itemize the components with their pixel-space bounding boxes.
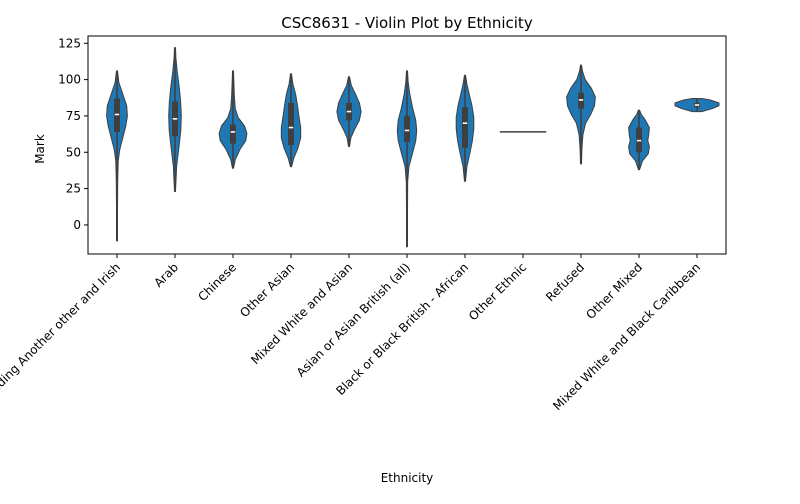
violin-iqr-box xyxy=(462,107,468,148)
y-axis: 0 25 50 75 100 125 xyxy=(58,36,88,232)
violin-9 xyxy=(566,64,596,165)
violin-1 xyxy=(106,70,128,242)
violin-3 xyxy=(218,70,248,169)
violin-group xyxy=(106,47,720,248)
x-tick-label: Mixed White and Asian xyxy=(248,260,355,367)
x-tick-label: Other Asian xyxy=(237,260,297,320)
y-tick-label: 50 xyxy=(66,145,81,159)
x-tick-label: Refused xyxy=(543,260,587,304)
violin-5 xyxy=(336,76,362,147)
violin-7 xyxy=(455,74,475,182)
x-tick-label: Other Ethnic xyxy=(466,260,529,323)
chart-title: CSC8631 - Violin Plot by Ethnicity xyxy=(281,14,533,32)
violin-4 xyxy=(280,73,302,168)
y-tick-label: 25 xyxy=(66,182,81,196)
violin-10 xyxy=(628,109,650,171)
y-tick-label: 75 xyxy=(66,109,81,123)
violin-6 xyxy=(396,70,418,248)
x-tick-label: Arab xyxy=(151,260,181,290)
y-axis-label: Mark xyxy=(33,134,47,164)
y-tick-label: 125 xyxy=(58,36,81,50)
x-axis: White including Another other and Irish A… xyxy=(0,254,703,437)
violin-2 xyxy=(168,47,182,192)
violin-iqr-box xyxy=(404,115,410,143)
violin-11 xyxy=(674,98,720,113)
x-tick-label: White including Another other and Irish xyxy=(0,260,123,437)
x-tick-label: Chinese xyxy=(195,260,239,304)
y-tick-label: 0 xyxy=(73,218,81,232)
violin-iqr-box xyxy=(230,124,236,144)
plot-frame xyxy=(87,35,727,255)
x-tick-label: Other Mixed xyxy=(583,260,645,322)
violin-iqr-box xyxy=(288,102,294,145)
y-tick-label: 100 xyxy=(58,73,81,87)
x-axis-label: Ethnicity xyxy=(381,471,434,485)
x-tick-label: Asian or Asian British (all) xyxy=(294,260,413,379)
